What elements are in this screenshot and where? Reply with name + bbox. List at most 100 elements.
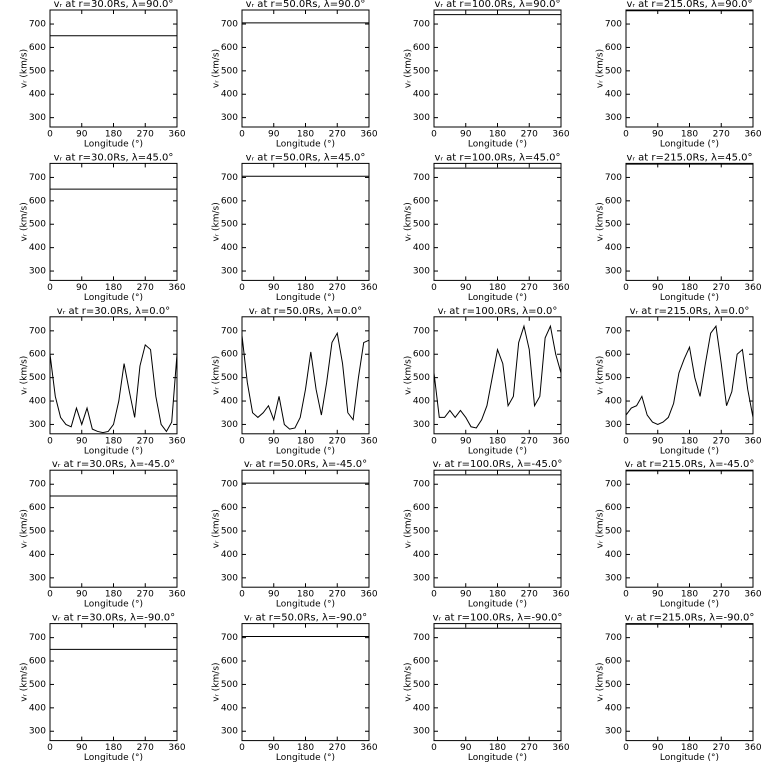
x-tick-label: 360	[360, 130, 377, 140]
x-tick-label: 0	[47, 436, 53, 446]
y-tick-label: 400	[221, 397, 238, 407]
x-tick-label: 270	[713, 743, 730, 753]
y-tick-label: 700	[413, 173, 430, 183]
x-axis-label: Longitude (°)	[468, 140, 527, 150]
x-tick-label: 0	[623, 590, 629, 600]
x-axis-label: Longitude (°)	[660, 600, 719, 610]
x-tick-label: 180	[681, 743, 698, 753]
chart-title: vᵣ at r=215.0Rs, λ=-90.0°	[625, 613, 755, 624]
y-tick-label: 500	[29, 527, 46, 537]
y-tick-label: 300	[221, 113, 238, 123]
y-tick-label: 700	[221, 20, 238, 30]
y-axis-label: vᵣ (km/s)	[20, 509, 30, 548]
x-tick-label: 270	[329, 590, 346, 600]
x-axis-label: Longitude (°)	[276, 140, 335, 150]
x-axis-label: Longitude (°)	[84, 293, 143, 303]
y-tick-label: 600	[29, 350, 46, 360]
x-tick-label: 90	[460, 743, 472, 753]
y-tick-label: 600	[413, 43, 430, 53]
x-tick-label: 0	[239, 590, 245, 600]
x-axis-label: Longitude (°)	[84, 140, 143, 150]
x-tick-label: 360	[168, 590, 185, 600]
y-tick-label: 700	[221, 326, 238, 336]
x-tick-label: 360	[168, 283, 185, 293]
x-tick-label: 270	[137, 743, 154, 753]
x-tick-label: 0	[47, 283, 53, 293]
chart-title: vᵣ at r=30.0Rs, λ=-90.0°	[52, 613, 175, 624]
x-tick-label: 90	[652, 743, 664, 753]
chart-title: vᵣ at r=215.0Rs, λ=0.0°	[630, 306, 750, 317]
plot-frame	[625, 469, 754, 588]
x-tick-label: 360	[168, 436, 185, 446]
x-axis-label: Longitude (°)	[468, 753, 527, 763]
chart-title: vᵣ at r=30.0Rs, λ=90.0°	[54, 0, 174, 10]
y-axis-label: vᵣ (km/s)	[596, 509, 606, 548]
y-tick-label: 600	[221, 43, 238, 53]
x-tick-label: 90	[76, 590, 88, 600]
x-tick-label: 360	[552, 743, 569, 753]
y-tick-label: 600	[605, 43, 622, 53]
y-tick-label: 500	[29, 220, 46, 230]
chart-title: vᵣ at r=215.0Rs, λ=45.0°	[626, 152, 752, 163]
y-tick-label: 500	[221, 680, 238, 690]
x-tick-label: 0	[623, 743, 629, 753]
x-tick-label: 360	[168, 743, 185, 753]
y-tick-label: 600	[413, 657, 430, 667]
chart-title: vᵣ at r=215.0Rs, λ=-45.0°	[625, 459, 755, 470]
x-tick-label: 0	[47, 130, 53, 140]
y-tick-label: 500	[605, 680, 622, 690]
y-tick-label: 500	[221, 66, 238, 76]
x-tick-label: 90	[652, 130, 664, 140]
x-tick-label: 270	[329, 283, 346, 293]
y-tick-label: 600	[605, 196, 622, 206]
y-axis-label: vᵣ (km/s)	[404, 662, 414, 701]
x-tick-label: 180	[297, 743, 314, 753]
x-tick-label: 180	[681, 590, 698, 600]
plot-frame	[433, 623, 562, 742]
x-tick-label: 360	[552, 283, 569, 293]
y-tick-label: 500	[413, 373, 430, 383]
y-tick-label: 500	[605, 220, 622, 230]
y-tick-label: 500	[605, 373, 622, 383]
y-axis-label: vᵣ (km/s)	[212, 202, 222, 241]
y-tick-label: 400	[29, 243, 46, 253]
y-tick-label: 600	[605, 503, 622, 513]
chart-title: vᵣ at r=50.0Rs, λ=-90.0°	[244, 613, 367, 624]
y-tick-label: 400	[29, 90, 46, 100]
x-axis-label: Longitude (°)	[276, 753, 335, 763]
chart-title: vᵣ at r=50.0Rs, λ=0.0°	[249, 306, 362, 317]
y-tick-label: 500	[605, 527, 622, 537]
plot-frame	[433, 9, 562, 128]
x-axis-label: Longitude (°)	[660, 293, 719, 303]
y-tick-label: 600	[29, 657, 46, 667]
chart-title: vᵣ at r=100.0Rs, λ=-90.0°	[433, 613, 563, 624]
x-axis-label: Longitude (°)	[276, 446, 335, 456]
y-tick-label: 500	[221, 527, 238, 537]
y-tick-label: 400	[413, 397, 430, 407]
x-tick-label: 90	[268, 590, 280, 600]
plot-frame	[49, 469, 178, 588]
y-tick-label: 500	[29, 66, 46, 76]
y-tick-label: 600	[29, 43, 46, 53]
x-tick-label: 180	[105, 130, 122, 140]
y-tick-label: 400	[413, 243, 430, 253]
y-tick-label: 400	[221, 243, 238, 253]
y-tick-label: 700	[413, 326, 430, 336]
x-axis-label: Longitude (°)	[84, 753, 143, 763]
x-tick-label: 270	[521, 283, 538, 293]
x-tick-label: 270	[329, 743, 346, 753]
chart-title: vᵣ at r=50.0Rs, λ=45.0°	[246, 152, 366, 163]
y-tick-label: 300	[605, 573, 622, 583]
plot-frame	[241, 623, 370, 742]
y-tick-label: 500	[221, 373, 238, 383]
x-tick-label: 270	[329, 130, 346, 140]
x-tick-label: 270	[137, 590, 154, 600]
x-tick-label: 0	[623, 130, 629, 140]
y-axis-label: vᵣ (km/s)	[20, 662, 30, 701]
y-tick-label: 700	[413, 480, 430, 490]
y-tick-label: 600	[413, 196, 430, 206]
x-tick-label: 0	[431, 436, 437, 446]
chart-title: vᵣ at r=30.0Rs, λ=45.0°	[54, 152, 174, 163]
